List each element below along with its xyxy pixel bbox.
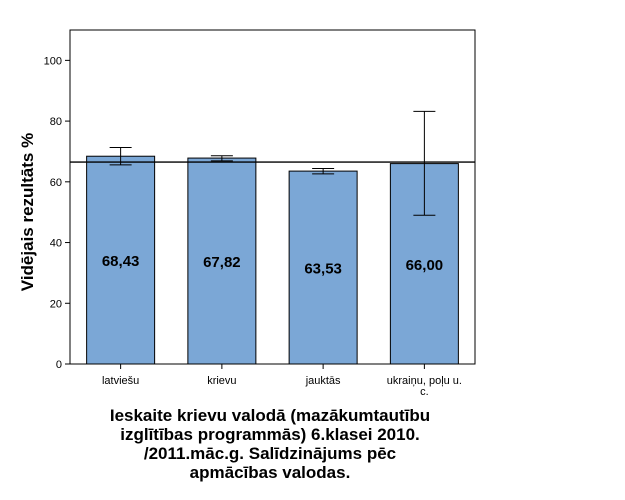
bar-value-label: 63,53	[304, 261, 342, 278]
y-tick-label: 0	[56, 359, 62, 371]
x-tick-label: krievu	[207, 375, 236, 387]
bar-value-label: 67,82	[203, 254, 241, 271]
bar-value-label: 68,43	[102, 253, 140, 270]
x-tick-label: c.	[420, 386, 429, 398]
chart-caption: Ieskaite krievu valodā (mazākumtautību i…	[60, 406, 480, 482]
x-tick-label: jauktās	[305, 375, 341, 387]
bar	[288, 170, 358, 365]
y-tick-label: 80	[50, 116, 62, 128]
caption-line: apmācības valodas.	[189, 463, 351, 482]
x-tick-label: ukraiņu, poļu u.	[387, 375, 462, 387]
y-axis-label: Vidējais rezultāts %	[18, 133, 37, 291]
caption-line: Ieskaite krievu valodā (mazākumtautību	[109, 406, 431, 425]
caption-line: /2011.māc.g. Salīdzinājums pēc	[143, 444, 397, 463]
y-tick-label: 100	[44, 55, 62, 67]
bar-value-label: 66,00	[406, 257, 444, 274]
y-tick-label: 60	[50, 177, 62, 189]
bar	[187, 157, 257, 365]
x-tick-label: latviešu	[102, 375, 139, 387]
caption-line: izglītības programmās) 6.klasei 2010.	[120, 425, 420, 444]
y-tick-label: 40	[50, 238, 62, 250]
y-tick-label: 20	[50, 298, 62, 310]
